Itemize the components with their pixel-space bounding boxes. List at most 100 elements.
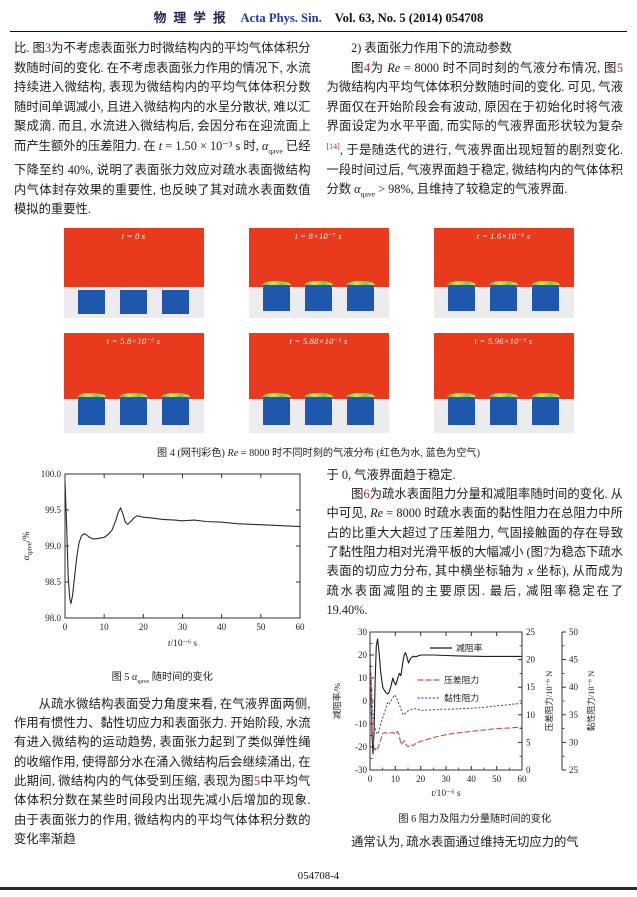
substrate-strip [433,280,574,318]
journal-title-en: Acta Phys. Sin. [240,11,322,25]
figure5: 0 10 20 30 40 50 60 98.0 98.5 99.0 99.5 100.0 αqave/… [14,466,311,666]
text-segment: Re [370,506,384,521]
fig5-chart: 0 10 20 30 40 50 60 98.0 98.5 99.0 99.5 100.0 αqave/… [22,469,305,649]
svg-text:50: 50 [492,774,502,784]
figure4-row-2: t = 5.8×10⁻⁵ s t = 5.88×10⁻⁵ s [0,332,637,433]
substrate-strip [248,280,389,318]
paragraph: 于 0, 气液界面趋于稳定. [327,466,624,485]
text-segment: t [158,138,163,153]
svg-text:0: 0 [368,774,373,784]
figure-ref-link[interactable]: 5 [616,60,623,75]
svg-text:60: 60 [517,774,527,784]
text-segment: = 1.50 × 10⁻³ s 时, [162,138,262,153]
text-segment: 为稳态下疏水表面的切应力分布, 其中横坐标轴为 [326,544,624,579]
air-pocket [304,280,333,311]
air-pocket [447,392,477,425]
svg-text:40: 40 [217,622,227,632]
left-column-bottom: 0 10 20 30 40 50 60 98.0 98.5 99.0 99.5 100.0 αqave/… [14,466,311,853]
figure-ref-link[interactable]: 7 [542,544,550,559]
simulation-panel: t = 5.8×10⁻⁵ s [63,332,204,433]
text-segment: 图 [351,60,364,75]
svg-text:αqave/%: αqave/% [22,531,34,560]
svg-text:黏性阻力: 黏性阻力 [444,692,479,703]
text-segment: 通常认为, 疏水表面通过维持无切应力的气 [351,835,579,850]
journal-issue: Vol. 63, No. 5 (2014) 054708 [334,11,484,25]
air-pocket [262,392,292,425]
text-segment: 已经下降至约 40%, 说明了表面张力效应对疏水表面微结构内气体封存效果的重要性… [14,138,311,217]
svg-text:黏性阻力/10⁻⁶ N: 黏性阻力/10⁻⁶ N [586,671,596,732]
text-segment: α [131,671,138,683]
svg-text:99.0: 99.0 [46,541,62,551]
water-region: t = 5.88×10⁻⁵ s [248,332,389,399]
text-segment: x [527,564,533,579]
svg-text:0: 0 [362,696,367,706]
svg-text:45: 45 [569,655,579,665]
svg-text:t/10⁻⁶ s: t/10⁻⁶ s [168,639,197,649]
svg-text:-10: -10 [355,719,367,729]
svg-text:30: 30 [441,774,451,784]
simulation-panel: t = 1.6×10⁻⁶ s [433,227,574,318]
svg-text:t/10⁻⁶ s: t/10⁻⁶ s [431,789,460,799]
water-region: t = 5.8×10⁻⁵ s [63,332,204,399]
water-region: t = 8×10⁻⁷ s [248,227,389,287]
text-segment: qave [268,146,283,156]
air-pocket [345,280,375,311]
air-pocket [77,392,107,425]
text-segment: 为不考虑表面张力时微结构内的平均气体体积分数随时间的变化. 在不考虑表面张力作用… [14,41,311,153]
text-segment: 中平均气体体积分数在某些时间段内出现先减小后增加的现象. 由于表面张力的作用, … [14,774,311,846]
figure-ref-link[interactable]: [14] [326,141,340,151]
svg-text:15: 15 [526,682,536,692]
text-segment: 2) 表面张力作用下的流动参数 [351,41,512,55]
text-segment: qave [360,189,376,199]
svg-text:10: 10 [358,673,368,683]
figure6-caption: 图 6 阻力及阻力分量随时间的变化 [327,810,624,825]
panel-time-label: t = 5.8×10⁻⁵ s [106,335,161,346]
air-pocket [489,280,518,311]
air-pocket [262,280,292,311]
fig6-chart: 0 10 20 30 40 50 60 -30 -20 -10 0 10 20 30 减阻率/% 0 5 10 15… [331,627,596,799]
text-segment: α [261,138,269,153]
header-rule [10,31,627,32]
figure6: 0 10 20 30 40 50 60 -30 -20 -10 0 10 20 30 减阻率/% 0 5 10 15… [327,624,624,808]
figure-ref-link[interactable]: 6 [363,487,370,502]
substrate-strip [248,392,389,433]
air-pocket [161,289,189,314]
air-pocket [78,289,106,314]
top-text-columns: 比. 图3为不考虑表面张力时微结构内的平均气体体积分数随时间的变化. 在不考虑表… [0,32,637,220]
svg-text:99.5: 99.5 [46,505,62,515]
svg-text:-30: -30 [355,765,367,775]
text-segment: α [354,182,361,197]
text-segment: = 8000 时不同时刻的气液分布 (红色为水, 蓝色为空气) [238,447,480,459]
svg-text:5: 5 [526,738,531,748]
journal-title-cn: 物 理 学 报 [153,11,228,25]
svg-text:30: 30 [358,627,368,637]
simulation-panel: t = 0 s [63,227,204,318]
svg-text:40: 40 [569,682,579,692]
air-pocket [447,280,477,311]
text-segment: > 98%, 且维持了较稳定的气液界面. [375,182,568,197]
page-number: 054708-4 [297,870,340,882]
svg-text:100.0: 100.0 [41,469,62,479]
figure-ref-link[interactable]: 4 [363,60,371,75]
panel-time-label: t = 0 s [121,230,146,241]
figure-ref-link[interactable]: 3 [44,41,52,55]
air-pocket [120,289,147,314]
substrate-strip [63,286,204,318]
svg-text:20: 20 [358,650,368,660]
text-segment: 为 [370,60,388,75]
svg-text:0: 0 [526,765,531,775]
svg-text:50: 50 [257,622,267,632]
bottom-columns: 0 10 20 30 40 50 60 98.0 98.5 99.0 99.5 100.0 αqave/… [0,459,637,853]
svg-text:压差阻力/10⁻⁶ N: 压差阻力/10⁻⁶ N [544,671,554,732]
text-segment: 随时间的变化 [149,671,213,683]
figure-ref-link[interactable]: 5 [253,774,261,789]
right-column-bottom: 于 0, 气液界面趋于稳定. 图6为疏水表面阻力分量和减阻率随时间的变化. 从中… [327,466,624,853]
air-pocket [119,392,148,425]
svg-text:10: 10 [526,710,536,720]
footer-rule [0,887,637,890]
svg-text:20: 20 [139,622,149,632]
text-segment: 比. 图 [14,41,45,55]
text-segment: 为疏水表面阻力分量和减阻率随时间的变化. 从中可见, [326,487,623,521]
section-item-heading: 2) 表面张力作用下的流动参数 [327,39,624,59]
svg-text:20: 20 [526,655,536,665]
